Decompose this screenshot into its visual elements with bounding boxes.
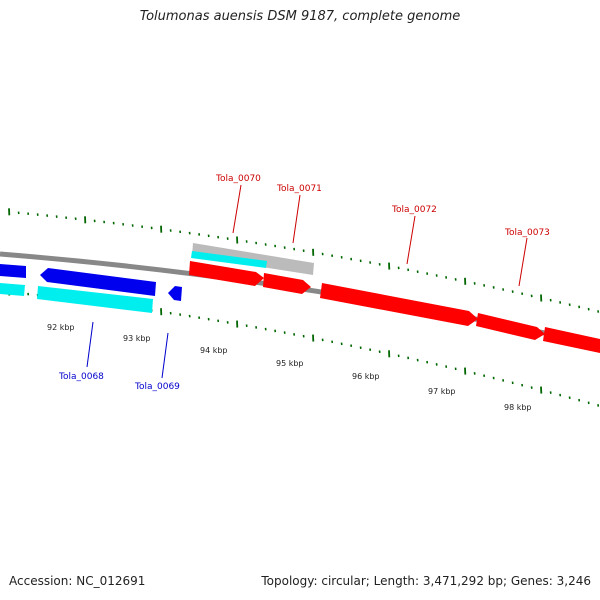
leader-tola-0068 — [86, 321, 94, 368]
gene-arrow-tola-0069[interactable] — [168, 286, 182, 301]
gene-label-tola-0072[interactable]: Tola_0072 — [391, 205, 437, 215]
scale-label-97: 97 kbp — [428, 387, 456, 396]
leader-tola-0070 — [232, 184, 242, 234]
scale-label-93: 93 kbp — [123, 334, 151, 343]
scale-label-92: 92 kbp — [47, 323, 75, 332]
scale-label-95: 95 kbp — [276, 359, 304, 368]
gene-label-tola-0070[interactable]: Tola_0070 — [215, 174, 261, 184]
scale-label-94: 94 kbp — [200, 346, 228, 355]
leader-tola-0072 — [406, 215, 416, 265]
scale-label-96: 96 kbp — [352, 372, 380, 381]
label-leaders — [86, 184, 528, 379]
gene-arrow-tola-0070[interactable] — [189, 261, 264, 286]
reverse-strand-features — [0, 264, 182, 313]
pseudo-bar-tola-0070[interactable] — [192, 243, 314, 275]
gene-labels: Tola_0068 Tola_0069 Tola_0070 Tola_0071 … — [58, 174, 550, 392]
rna-bar-reverse-partial[interactable] — [0, 283, 25, 296]
leader-tola-0071 — [292, 194, 301, 244]
gene-arrow-tola-0071[interactable] — [263, 273, 311, 294]
forward-strand-features — [189, 243, 600, 353]
gene-label-tola-0073[interactable]: Tola_0073 — [504, 228, 550, 238]
leader-tola-0069 — [161, 332, 169, 379]
rna-bar-tola-0070[interactable] — [191, 251, 267, 268]
genome-summary-text: Topology: circular; Length: 3,471,292 bp… — [261, 574, 591, 588]
scale-labels: 92 kbp 93 kbp 94 kbp 95 kbp 96 kbp 97 kb… — [47, 323, 532, 412]
gene-arrow-forward-partial[interactable] — [543, 327, 600, 353]
outer-tick-row — [8, 208, 600, 313]
map-title: Tolumonas auensis DSM 9187, complete gen… — [139, 9, 461, 24]
gene-label-tola-0069[interactable]: Tola_0069 — [134, 382, 180, 392]
gene-arrow-tola-0072[interactable] — [320, 283, 478, 326]
rna-bar-tola-0068[interactable] — [37, 286, 153, 313]
gene-label-tola-0068[interactable]: Tola_0068 — [58, 372, 104, 382]
scale-label-98: 98 kbp — [504, 403, 532, 412]
accession-text: Accession: NC_012691 — [9, 574, 146, 588]
gene-label-tola-0071[interactable]: Tola_0071 — [276, 184, 322, 194]
leader-tola-0073 — [518, 237, 528, 287]
gene-arrow-reverse-partial[interactable] — [0, 264, 26, 278]
gene-arrow-tola-0068[interactable] — [40, 268, 156, 296]
gene-arrow-tola-0073[interactable] — [476, 313, 545, 340]
